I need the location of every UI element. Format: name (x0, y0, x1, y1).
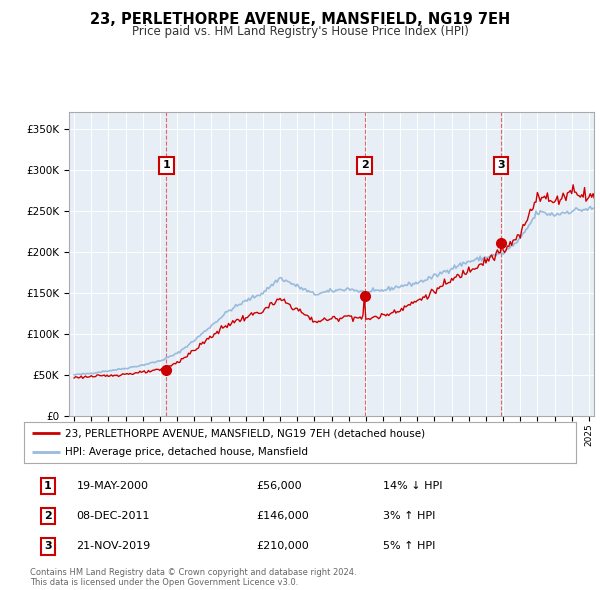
Text: 14% ↓ HPI: 14% ↓ HPI (383, 481, 442, 491)
Text: 23, PERLETHORPE AVENUE, MANSFIELD, NG19 7EH: 23, PERLETHORPE AVENUE, MANSFIELD, NG19 … (90, 12, 510, 27)
Text: 23, PERLETHORPE AVENUE, MANSFIELD, NG19 7EH (detached house): 23, PERLETHORPE AVENUE, MANSFIELD, NG19 … (65, 428, 425, 438)
Text: 3: 3 (44, 542, 52, 552)
Text: 21-NOV-2019: 21-NOV-2019 (76, 542, 151, 552)
Text: 1: 1 (163, 160, 170, 171)
Text: 5% ↑ HPI: 5% ↑ HPI (383, 542, 435, 552)
Text: 19-MAY-2000: 19-MAY-2000 (76, 481, 148, 491)
Text: £56,000: £56,000 (256, 481, 301, 491)
Text: HPI: Average price, detached house, Mansfield: HPI: Average price, detached house, Mans… (65, 447, 308, 457)
Text: 3% ↑ HPI: 3% ↑ HPI (383, 512, 435, 521)
Text: Price paid vs. HM Land Registry's House Price Index (HPI): Price paid vs. HM Land Registry's House … (131, 25, 469, 38)
Text: £146,000: £146,000 (256, 512, 308, 521)
Text: 2: 2 (44, 512, 52, 521)
Text: Contains HM Land Registry data © Crown copyright and database right 2024.
This d: Contains HM Land Registry data © Crown c… (30, 568, 356, 587)
Text: £210,000: £210,000 (256, 542, 308, 552)
Text: 08-DEC-2011: 08-DEC-2011 (76, 512, 150, 521)
Text: 3: 3 (497, 160, 505, 171)
Text: 1: 1 (44, 481, 52, 491)
Text: 2: 2 (361, 160, 368, 171)
